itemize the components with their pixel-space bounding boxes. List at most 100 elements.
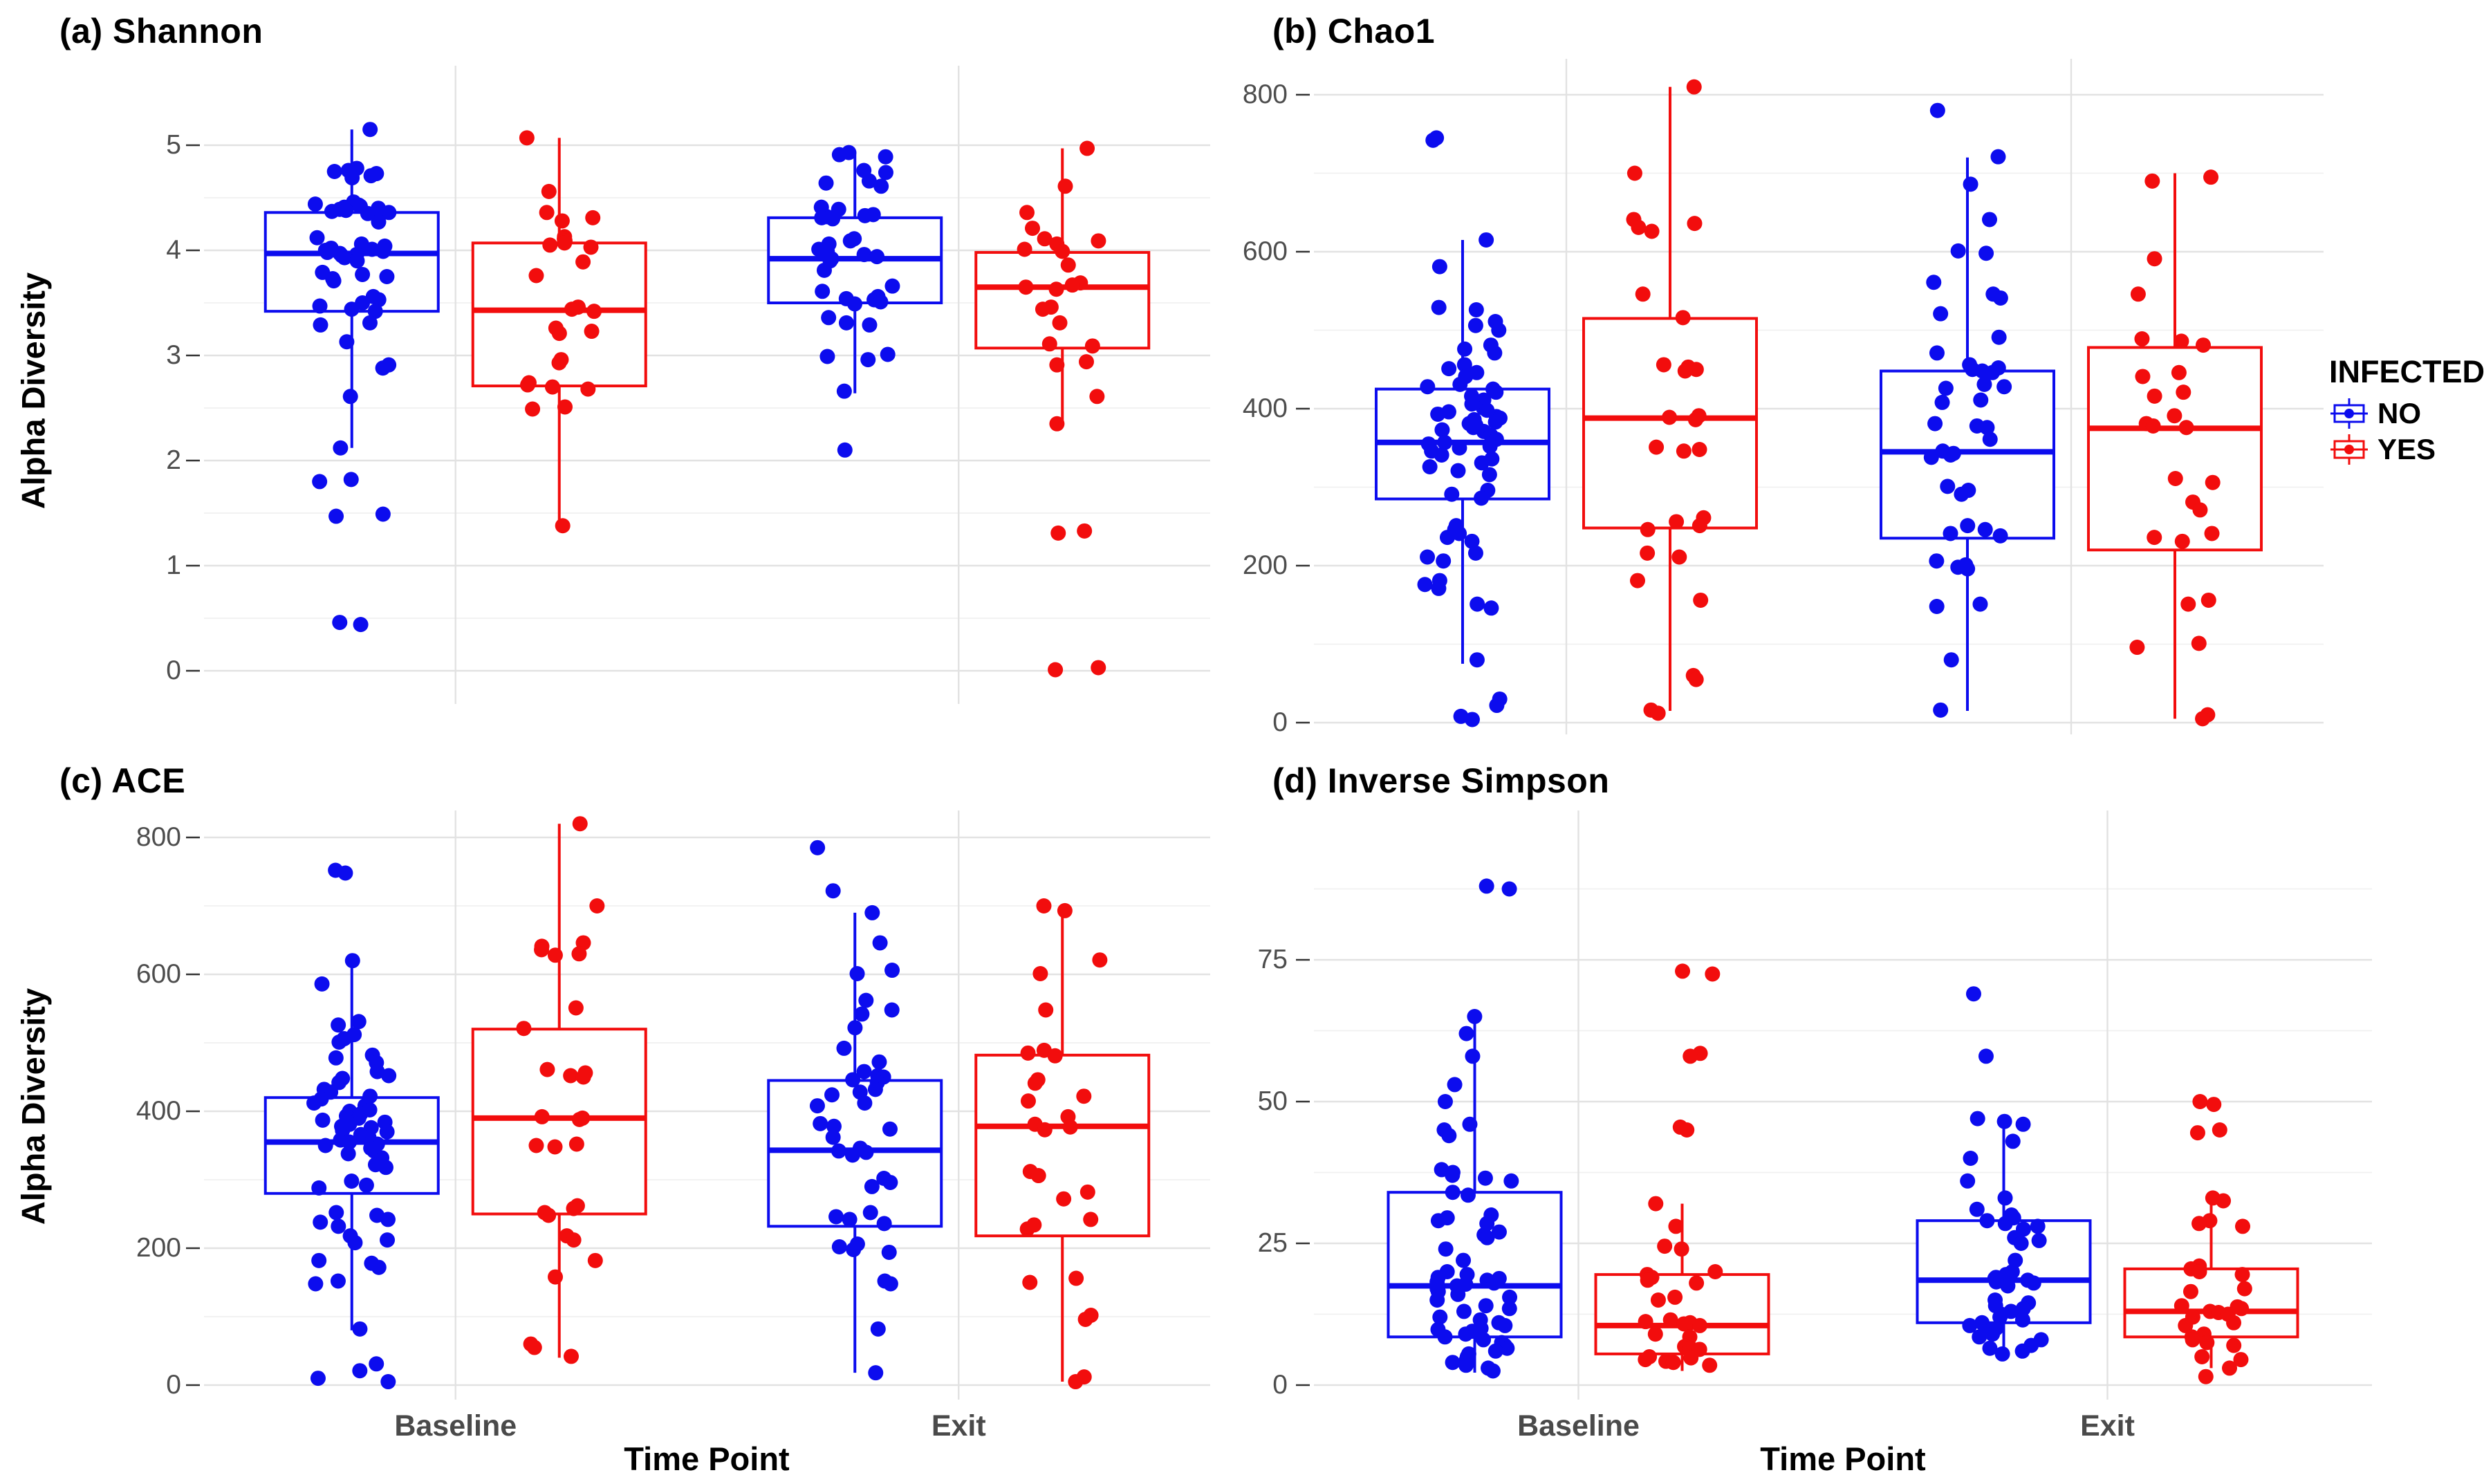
data-point [566,1200,582,1216]
data-point [568,1000,584,1016]
data-point [846,1241,862,1257]
panel-a-points-baseline-yes [519,130,602,534]
data-point [1458,1326,1474,1342]
data-point [1669,514,1685,530]
panel-c-points-exit-no [809,840,900,1381]
data-point [1019,205,1035,221]
data-point [542,237,558,253]
y-tick-label: 800 [1242,80,1288,109]
data-point [1978,245,1994,261]
data-point [2191,636,2207,651]
data-point [1686,79,1702,95]
data-point [2031,1232,2047,1248]
data-point [1035,302,1050,317]
data-point [1707,1264,1723,1279]
data-point [520,377,536,393]
data-point [2014,1312,2030,1328]
data-point [1439,530,1455,546]
data-point [1441,1128,1457,1144]
data-point [1691,518,1707,534]
data-point [828,1209,844,1225]
data-point [2194,1349,2210,1364]
data-point [539,1061,555,1077]
data-point [881,1244,897,1260]
data-point [1036,898,1052,913]
data-point [2196,337,2212,353]
data-point [1020,1045,1036,1061]
data-point [826,1118,842,1134]
data-point [575,254,591,270]
data-point [534,942,550,958]
data-point [1648,1196,1664,1212]
data-point [1940,479,1956,494]
data-point [1068,1374,1084,1390]
data-point [1665,1355,1681,1371]
data-point [858,1144,874,1160]
panel-a-box-baseline-no [263,129,440,448]
data-point [1650,705,1666,721]
panel-c-box-exit-yes [974,906,1151,1382]
panel-b-title: (b) Chao1 [1272,12,1436,50]
data-point [328,1205,344,1221]
y-tick-label: 0 [1272,707,1288,737]
data-point [1960,518,1976,534]
data-point [1960,561,1976,577]
data-point [1972,596,1988,612]
data-point [307,196,323,212]
data-point [1470,596,1485,612]
panel-b-points-baseline-yes [1626,79,1712,721]
data-point [1474,490,1490,506]
data-point [1933,702,1949,718]
data-point [1458,1357,1474,1373]
data-point [1431,259,1447,275]
data-point [1083,1212,1099,1227]
data-point [1982,212,1998,228]
data-point [1683,1048,1698,1064]
panel-d-title: (d) Inverse Simpson [1272,761,1610,800]
data-point [1091,660,1106,676]
data-point [2005,1133,2021,1149]
data-point [1688,362,1704,378]
data-point [1662,409,1678,425]
data-point [2147,251,2162,267]
data-point [1030,1168,1046,1184]
data-point [2015,1301,2031,1317]
data-point [380,1212,396,1227]
data-point [2013,1236,2029,1251]
data-point [1487,414,1503,430]
data-point [847,296,863,312]
data-point [1679,1122,1695,1138]
data-point [338,203,354,219]
data-point [2198,1369,2214,1384]
data-point [1675,310,1691,326]
key-point [2344,445,2354,454]
data-point [1092,952,1108,968]
data-point [825,211,841,227]
panel-d-points-baseline-no [1429,878,1519,1379]
data-point [2178,1317,2194,1333]
data-point [328,1050,344,1066]
data-point [1647,1326,1663,1342]
data-point [1994,1346,2010,1362]
data-point [2189,1125,2205,1141]
data-point [541,1207,557,1223]
data-point [1929,102,1945,118]
data-point [353,617,369,633]
data-point [1467,317,1483,333]
data-point [2236,1281,2252,1297]
panel-d [1296,810,2372,1400]
y-tick-label: 400 [136,1096,181,1126]
data-point [1038,1002,1054,1018]
y-axis-title-shannon: Alpha Diversity [15,272,52,510]
data-point [528,268,544,284]
data-point [1668,1218,1684,1234]
data-point [882,1276,898,1292]
data-point [1977,521,1993,537]
data-point [376,243,391,259]
x-axis-title-left: Time Point [624,1440,790,1477]
data-point [319,245,335,261]
data-point [332,615,348,631]
data-point [1477,1170,1493,1186]
data-point [324,203,340,219]
data-point [1491,322,1507,338]
